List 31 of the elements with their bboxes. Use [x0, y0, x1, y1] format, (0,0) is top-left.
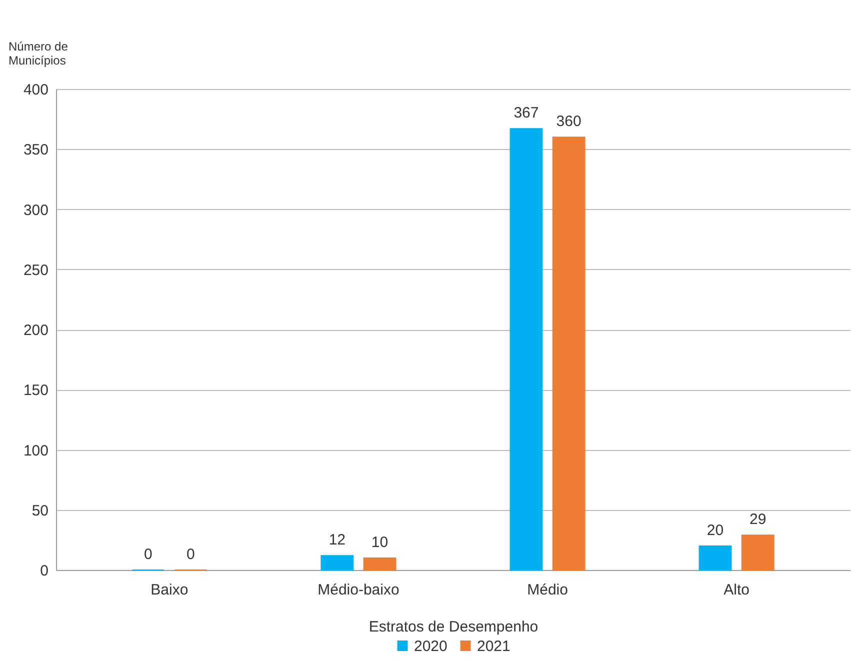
data-label: 0: [186, 546, 195, 563]
x-tick-label: Médio-baixo: [318, 582, 400, 598]
y-tick-label: 400: [23, 82, 48, 98]
data-label: 367: [514, 104, 539, 122]
bar: [698, 545, 732, 570]
data-label: 0: [144, 546, 152, 563]
legend-label: 2021: [477, 638, 510, 655]
y-tick-label: 300: [23, 202, 48, 219]
x-tick-label: Baixo: [150, 582, 188, 598]
x-tick-label: Alto: [724, 582, 750, 598]
y-tick-label: 350: [23, 142, 48, 159]
data-label: 360: [556, 113, 582, 130]
y-tick-label: 150: [23, 382, 48, 400]
y-tick-label: 200: [23, 322, 48, 339]
y-tick-label: 100: [23, 442, 48, 460]
bar: [552, 136, 586, 570]
legend-label: 2020: [414, 638, 448, 655]
bar: [363, 557, 396, 570]
y-tick-label: 50: [32, 502, 48, 520]
bar: [320, 555, 354, 570]
data-label: 29: [750, 511, 766, 528]
data-label: 10: [371, 534, 388, 551]
y-tick-label: 250: [23, 262, 48, 279]
y-tick-label: 0: [40, 562, 48, 580]
data-label: 20: [706, 522, 724, 539]
x-axis-title: Estratos de Desempenho: [368, 618, 538, 636]
data-label: 12: [328, 532, 346, 549]
bar: [510, 128, 543, 570]
bar: [741, 534, 774, 570]
y-axis-title: Número de Municípios: [8, 40, 68, 68]
x-tick-label: Médio: [527, 582, 568, 598]
